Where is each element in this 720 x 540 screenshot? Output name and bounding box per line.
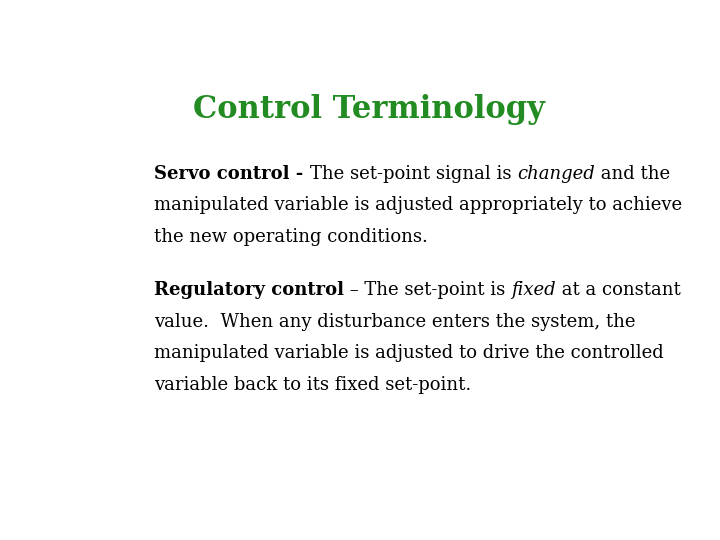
Text: Regulatory control: Regulatory control — [154, 281, 344, 299]
Text: – The set-point is: – The set-point is — [344, 281, 511, 299]
Text: Control Terminology: Control Terminology — [193, 94, 545, 125]
Text: manipulated variable is adjusted to drive the controlled: manipulated variable is adjusted to driv… — [154, 344, 664, 362]
Text: The set-point signal is: The set-point signal is — [310, 165, 517, 183]
Text: Servo control -: Servo control - — [154, 165, 310, 183]
Text: manipulated variable is adjusted appropriately to achieve: manipulated variable is adjusted appropr… — [154, 196, 683, 214]
Text: changed: changed — [517, 165, 595, 183]
Text: at a constant: at a constant — [556, 281, 680, 299]
Text: fixed: fixed — [511, 281, 556, 299]
Text: value.  When any disturbance enters the system, the: value. When any disturbance enters the s… — [154, 313, 636, 330]
Text: and the: and the — [595, 165, 670, 183]
Text: the new operating conditions.: the new operating conditions. — [154, 228, 428, 246]
Text: variable back to its fixed set-point.: variable back to its fixed set-point. — [154, 376, 472, 394]
